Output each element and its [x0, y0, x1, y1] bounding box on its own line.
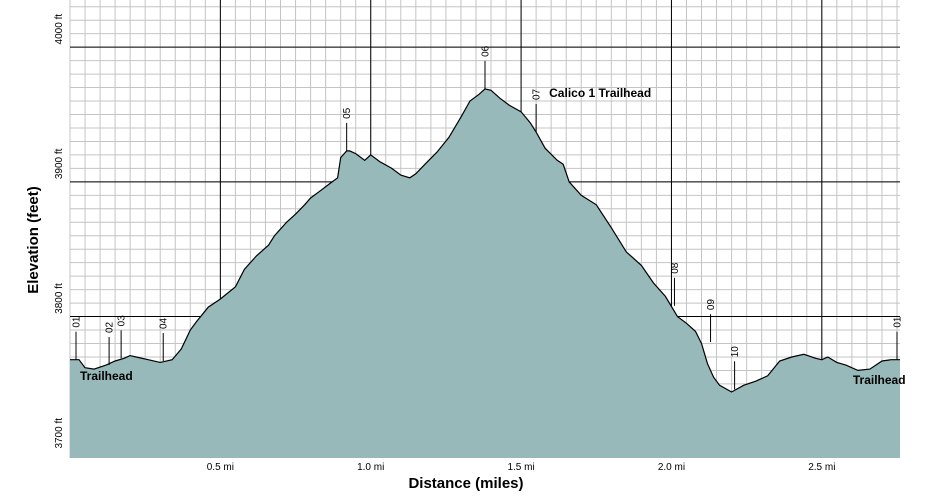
waypoint-label: 01	[72, 316, 83, 328]
elevation-fill	[70, 88, 900, 459]
annotation-label: Trailhead	[80, 369, 133, 383]
waypoint-label: 10	[730, 346, 741, 358]
waypoint-label: 02	[105, 321, 116, 333]
annotation-label: Calico 1 Trailhead	[549, 86, 651, 100]
y-tick-label: 3800 ft	[54, 283, 65, 314]
elevation-line	[70, 88, 900, 393]
x-tick-label: 2.0 mi	[658, 462, 685, 473]
annotation-label: Trailhead	[853, 373, 906, 387]
waypoint-label: 05	[342, 107, 353, 119]
x-tick-label: 2.5 mi	[808, 462, 835, 473]
y-axis-ticks: 3700 ft 3800 ft 3900 ft 4000 ft	[54, 14, 65, 449]
waypoint-label: 07	[532, 88, 543, 100]
y-tick-label: 3900 ft	[54, 148, 65, 179]
y-tick-label: 4000 ft	[54, 14, 65, 45]
waypoint-label: 08	[670, 262, 681, 274]
waypoint-label: 04	[159, 317, 170, 329]
x-axis-title: Distance (miles)	[408, 475, 523, 492]
y-axis-title: Elevation (feet)	[25, 186, 42, 294]
waypoint-label: 09	[706, 299, 717, 311]
x-tick-label: 0.5 mi	[207, 462, 234, 473]
waypoint-label: 06	[481, 45, 492, 57]
y-tick-label: 3700 ft	[54, 418, 65, 449]
waypoint-label: 01	[892, 316, 903, 328]
elevation-area	[70, 88, 900, 459]
annotations: Trailhead Calico 1 Trailhead Trailhead	[80, 86, 906, 387]
waypoint-label: 03	[117, 315, 128, 327]
x-axis-ticks: 0.5 mi 1.0 mi 1.5 mi 2.0 mi 2.5 mi	[207, 462, 836, 473]
x-tick-label: 1.5 mi	[507, 462, 534, 473]
x-tick-label: 1.0 mi	[357, 462, 384, 473]
